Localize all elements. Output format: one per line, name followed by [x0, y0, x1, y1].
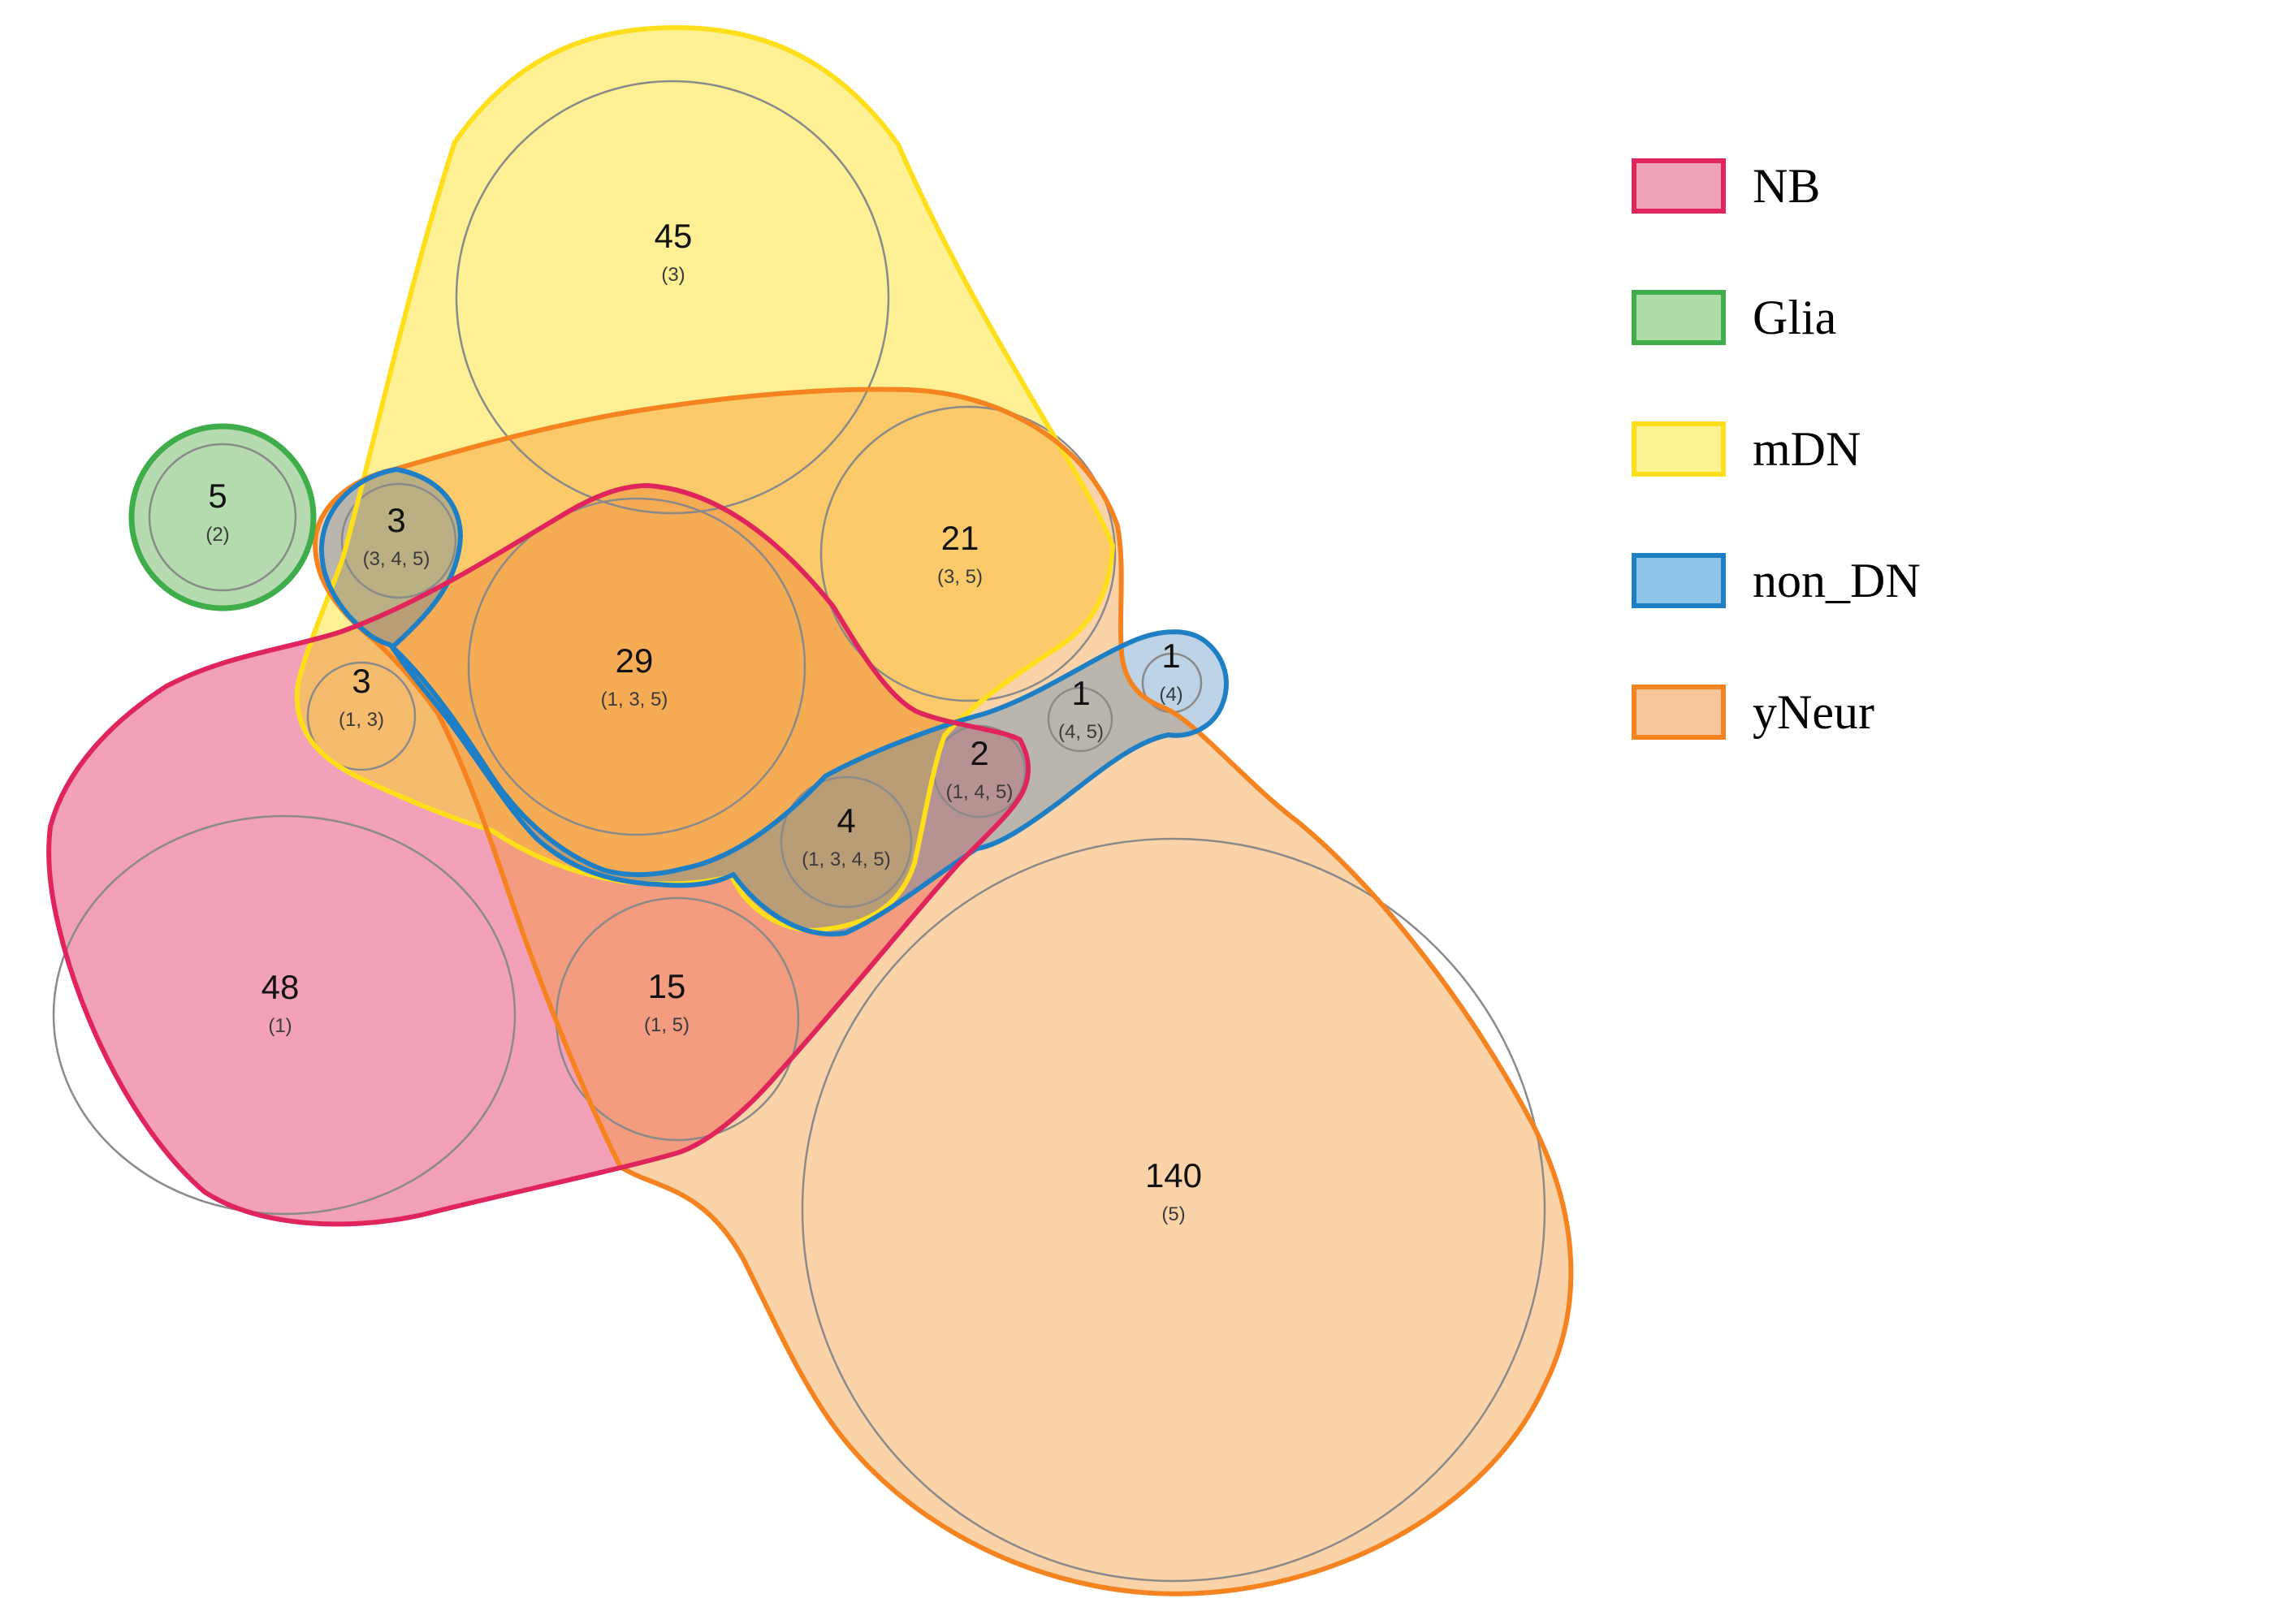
legend-swatch-mDN [1632, 421, 1726, 477]
region-sets-(4, 5): (4, 5) [1058, 721, 1104, 743]
region-circle-(2) [148, 443, 297, 592]
set-outlines [49, 28, 1571, 1594]
region-sets-(3): (3) [661, 264, 685, 286]
region-sets-(1, 3): (1, 3) [339, 709, 384, 731]
region-value-(1): 48 [262, 968, 300, 1006]
legend-swatch-NB [1632, 158, 1726, 214]
legend-label-mDN: mDN [1753, 422, 1861, 476]
region-sets-(1, 4, 5): (1, 4, 5) [946, 781, 1014, 803]
legend-swatch-non_DN [1632, 553, 1726, 608]
region-circle-(3, 5) [819, 405, 1117, 702]
legend-label-NB: NB [1753, 159, 1820, 213]
set-blobs [49, 28, 1571, 1594]
region-value-(1, 3, 5): 29 [616, 641, 654, 680]
region-value-(1, 3): 3 [352, 662, 370, 700]
region-sets-(1, 5): (1, 5) [644, 1014, 690, 1036]
region-value-(1, 4, 5): 2 [970, 734, 988, 772]
legend-swatch-Glia [1632, 290, 1726, 345]
region-circle-(1) [52, 814, 517, 1216]
region-circle-(1, 3, 5) [467, 497, 806, 836]
region-circle-(5) [801, 837, 1546, 1583]
region-value-(3): 45 [655, 217, 693, 255]
region-sets-(1, 3, 4, 5): (1, 3, 4, 5) [802, 849, 890, 870]
region-sets-(3, 4, 5): (3, 4, 5) [363, 548, 430, 570]
region-circle-(3) [455, 80, 890, 515]
region-sets-(5): (5) [1161, 1203, 1185, 1225]
region-labels: 45(3)5(2) 3(3, 4, 5)21(3, 5)3(1, 3)29(1, … [205, 217, 1202, 1225]
legend: NB Glia mDN non_DN yNeur [1632, 158, 1921, 740]
region-value-(5): 140 [1145, 1156, 1202, 1194]
legend-swatch-yNeur [1632, 685, 1726, 740]
region-value-(3, 4, 5): 3 [387, 501, 405, 539]
region-sets-(1): (1) [268, 1015, 292, 1037]
region-value-(4, 5): 1 [1071, 674, 1090, 712]
region-value-(1, 5): 15 [648, 967, 686, 1005]
region-circles [52, 80, 1546, 1583]
region-sets-(2): (2) [205, 524, 229, 546]
region-value-(3, 5): 21 [941, 519, 979, 557]
region-circle-(3, 4, 5) [340, 482, 457, 599]
set-outline-glia [128, 423, 317, 611]
set-blob-glia [132, 426, 313, 608]
region-sets-(4): (4) [1159, 684, 1182, 706]
region-value-(1, 3, 4, 5): 4 [837, 801, 855, 840]
region-value-(4): 1 [1161, 637, 1180, 675]
legend-label-non_DN: non_DN [1753, 554, 1921, 607]
region-sets-(1, 3, 5): (1, 3, 5) [601, 689, 668, 710]
region-value-(2): 5 [208, 477, 227, 515]
region-sets-(3, 5): (3, 5) [937, 566, 983, 588]
region-circle-(1, 3, 4, 5) [780, 775, 913, 909]
region-circle-(4, 5) [1047, 686, 1113, 753]
region-circle-(1, 3) [306, 661, 417, 771]
legend-label-Glia: Glia [1753, 291, 1836, 344]
legend-label-yNeur: yNeur [1753, 685, 1874, 739]
